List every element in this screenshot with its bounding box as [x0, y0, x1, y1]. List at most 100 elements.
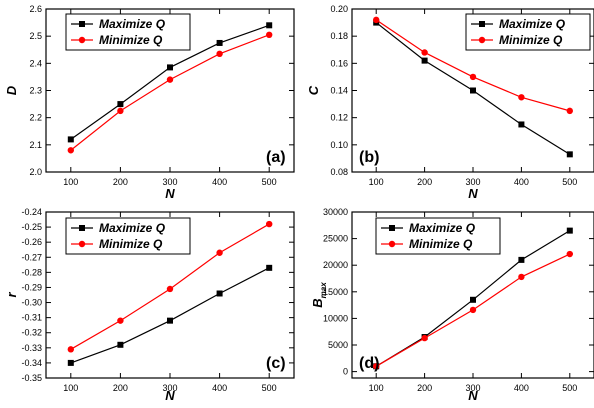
- data-point: [518, 121, 525, 128]
- y-axis-title: D: [4, 85, 19, 95]
- data-point: [266, 31, 273, 39]
- data-point: [117, 317, 124, 324]
- y-tick-label: 15000: [323, 287, 348, 297]
- legend-marker: [389, 225, 395, 231]
- y-tick-label: -0.24: [21, 207, 42, 217]
- y-tick-label: -0.34: [21, 358, 42, 368]
- legend: Maximize Q Minimize Q: [375, 217, 501, 255]
- y-tick-label: 5000: [328, 340, 348, 350]
- series-minimize-q: [373, 16, 573, 115]
- legend: Maximize Q Minimize Q: [65, 217, 191, 255]
- series-minimize-q: [67, 31, 273, 154]
- series-maximize-q: [67, 22, 273, 143]
- y-tick-label: -0.25: [21, 222, 42, 232]
- legend-marker: [78, 36, 86, 44]
- data-point: [421, 334, 428, 342]
- x-tick-label: 500: [562, 383, 577, 393]
- series-line: [70, 267, 270, 364]
- legend-label: Minimize Q: [499, 33, 563, 47]
- panel-d: 100 200 300 400 5000500010000150002000025000…: [310, 207, 594, 403]
- x-axis-title: N: [165, 186, 175, 201]
- data-point: [167, 317, 173, 324]
- data-point: [421, 49, 428, 56]
- y-axis-title: C: [306, 85, 321, 95]
- legend-marker: [388, 240, 396, 248]
- legend-label: Minimize Q: [99, 237, 163, 251]
- y-tick-label: 0.18: [330, 31, 348, 41]
- y-tick-label: 2.2: [29, 113, 42, 123]
- x-tick-label: 200: [417, 383, 432, 393]
- data-point: [469, 73, 477, 81]
- data-point: [470, 87, 476, 94]
- legend-box: [65, 13, 191, 51]
- panel-a: 100 200 300 400 500 2.0 2.1 2.2 2.3 2.4 2.5 2.6 Maxi…: [4, 4, 295, 201]
- x-tick-label: 300: [162, 177, 177, 187]
- legend-label: Minimize Q: [409, 237, 473, 251]
- panel-b: 100 200 300 400 500 0.08 0.10 0.12 0.14 0.16 0.18 0…: [306, 4, 594, 201]
- data-point: [67, 346, 75, 353]
- series-minimize-q: [67, 220, 273, 353]
- y-tick-label: 2.4: [29, 58, 42, 68]
- x-tick-label: 100: [63, 177, 78, 187]
- series-line: [70, 34, 270, 151]
- data-point: [470, 296, 476, 303]
- x-tick-label: 500: [262, 383, 277, 393]
- data-point: [566, 227, 573, 234]
- y-tick-label: 0: [343, 367, 348, 377]
- x-axis-title: N: [468, 388, 478, 403]
- y-tick-label: -0.29: [21, 282, 42, 292]
- y-tick-label: 10000: [323, 313, 348, 323]
- x-tick-label: 400: [212, 383, 227, 393]
- y-tick-label: -0.35: [21, 373, 42, 383]
- y-tick-label: -0.30: [21, 298, 42, 308]
- panels: 100 200 300 400 500 2.0 2.1 2.2 2.3 2.4 2.5 2.6 Maxi…: [4, 4, 594, 403]
- y-tick-label: -0.26: [21, 237, 42, 247]
- y-tick-label: 0.08: [330, 167, 348, 177]
- x-tick-label: 400: [212, 177, 227, 187]
- legend-marker: [79, 21, 85, 27]
- x-tick-label: 400: [514, 383, 529, 393]
- legend-box: [465, 13, 591, 51]
- y-tick-label: -0.33: [21, 343, 42, 353]
- data-point: [216, 249, 223, 256]
- data-point: [518, 273, 525, 281]
- legend-marker: [78, 240, 86, 248]
- x-tick-label: 200: [417, 177, 432, 187]
- y-tick-label: -0.31: [21, 313, 42, 323]
- data-point: [216, 39, 223, 46]
- legend: Maximize Q Minimize Q: [65, 13, 191, 51]
- y-tick-label: 0.16: [330, 58, 348, 68]
- legend-label: Maximize Q: [499, 17, 566, 31]
- y-tick-label: -0.28: [21, 267, 42, 277]
- x-tick-label: 100: [63, 383, 78, 393]
- legend-label: Minimize Q: [99, 33, 163, 47]
- data-point: [566, 250, 573, 258]
- data-point: [518, 94, 525, 101]
- y-tick-label: -0.27: [21, 252, 42, 262]
- series-minimize-q: [373, 250, 573, 370]
- data-point: [117, 341, 124, 348]
- legend-box: [65, 217, 191, 255]
- legend-label: Maximize Q: [99, 221, 166, 235]
- y-axis-title: r: [4, 292, 19, 298]
- y-tick-label: 2.0: [29, 167, 42, 177]
- data-point: [266, 220, 273, 228]
- x-tick-label: 200: [113, 177, 128, 187]
- y-axis-title-subscript: max: [319, 282, 328, 299]
- panel-c: 100 200 300 400 500 -0.35 -0.34 -0.33 -0.32 -0.31…: [4, 207, 295, 403]
- data-point: [117, 107, 124, 115]
- x-tick-label: 300: [162, 383, 177, 393]
- y-tick-label: 2.3: [29, 86, 42, 96]
- data-point: [566, 107, 573, 115]
- legend: Maximize Q Minimize Q: [465, 13, 591, 51]
- x-tick-label: 200: [113, 383, 128, 393]
- data-point: [373, 363, 380, 370]
- x-tick-label: 500: [262, 177, 277, 187]
- y-tick-label: 0.20: [330, 4, 348, 14]
- series-maximize-q: [67, 264, 273, 366]
- data-point: [216, 50, 223, 58]
- panel-label: (d): [359, 355, 379, 372]
- panel-label: (a): [266, 149, 286, 166]
- panel-label: (c): [266, 355, 286, 372]
